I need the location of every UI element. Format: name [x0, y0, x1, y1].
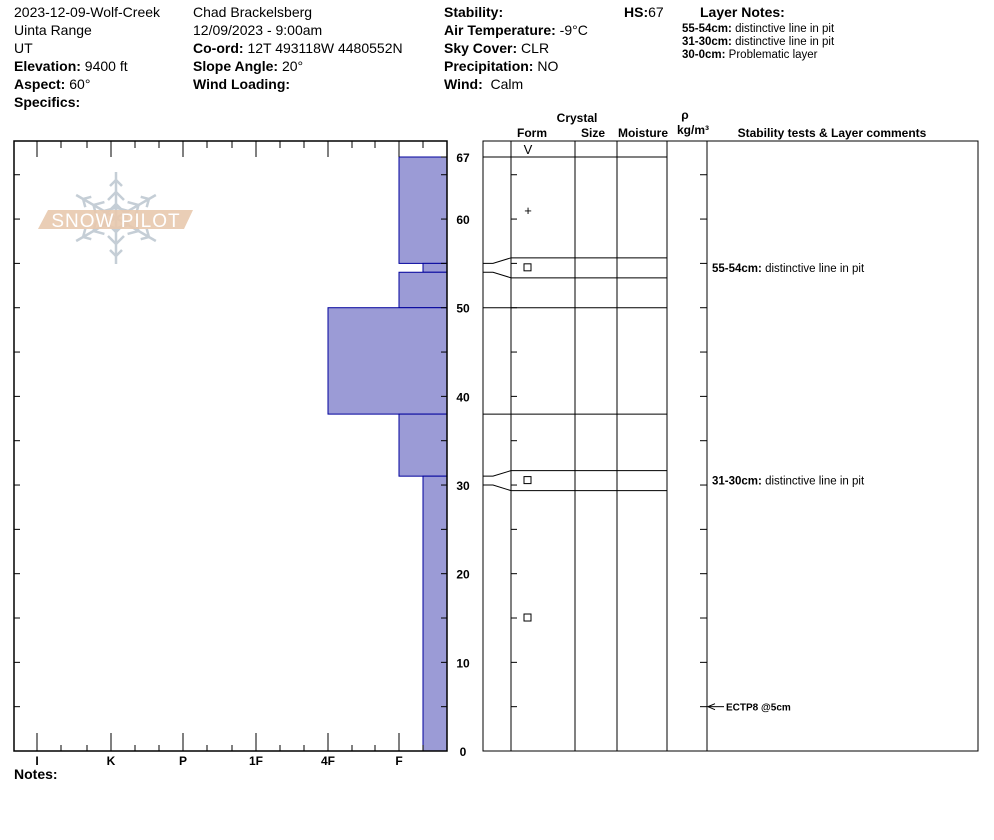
range: Uinta Range — [14, 22, 92, 38]
layer-note: 30-0cm: Problematic layer — [682, 49, 818, 61]
hardness-layer-bar — [398, 271, 448, 309]
header-moisture: Moisture — [618, 126, 668, 140]
header-density-unit: kg/m³ — [677, 123, 709, 137]
depth-tick-label: 60 — [456, 213, 470, 227]
faceted-crystals-icon — [523, 476, 532, 485]
arrow-head-icon — [706, 703, 716, 711]
faceted-crystals-icon — [523, 613, 532, 622]
hardness-plot-frame — [13, 140, 448, 752]
hardness-tick-label: 1F — [249, 754, 263, 768]
arm-branch — [107, 190, 125, 201]
precipitation-particles-icon: + — [524, 203, 532, 218]
header-form: Form — [517, 126, 547, 140]
hardness-layer-bar — [422, 262, 448, 273]
wind: Wind: Calm — [444, 76, 524, 92]
logo-band — [38, 210, 193, 229]
hardness-layer-bar — [422, 475, 448, 752]
depth-tick-label: 0 — [460, 745, 467, 759]
elevation: Elevation: 9400 ft — [14, 58, 128, 74]
aspect: Aspect: 60° — [14, 76, 91, 92]
wind-loading: Wind Loading: — [193, 76, 291, 92]
hardness-tick-label: K — [107, 754, 116, 768]
snowpilot-logo: SNOW PILOT — [38, 172, 193, 264]
depth-tick-label: 10 — [456, 656, 470, 670]
depth-tick-label: 50 — [456, 302, 470, 316]
depth-tick-label: 40 — [456, 390, 470, 404]
hardness-layer-bar — [398, 413, 448, 477]
depth-tick-label: 67 — [456, 151, 470, 165]
depth-tick-label: 20 — [456, 568, 470, 582]
coordinates: Co-ord: 12T 493118W 4480552N — [193, 40, 403, 56]
arm-branch — [109, 249, 123, 258]
hardness-tick-label: 4F — [321, 754, 335, 768]
arm-branch — [140, 228, 151, 241]
arm-branch — [140, 195, 151, 208]
header-comments: Stability tests & Layer comments — [738, 126, 927, 140]
layer-note: 31-30cm: distinctive line in pit — [682, 36, 835, 48]
arm-branch — [81, 228, 92, 241]
observer: Chad Brackelsberg — [193, 4, 313, 20]
layer-table-frame — [482, 140, 979, 752]
sky-cover: Sky Cover: CLR — [444, 40, 550, 56]
layer-boundary-connector — [483, 484, 667, 492]
hardness-layer-bar — [398, 156, 448, 264]
header-size: Size — [581, 126, 605, 140]
stability: Stability: — [444, 4, 504, 20]
state: UT — [14, 40, 33, 56]
layer-comment: 31-30cm: distinctive line in pit — [712, 476, 865, 488]
air-temperature: Air Temperature: -9°C — [444, 22, 588, 38]
layer-notes-title: Layer Notes: — [700, 4, 785, 20]
stability-test-label: ECTP8 @5cm — [726, 703, 791, 714]
surface-hoar-icon: V — [524, 142, 533, 157]
depth-tick-label: 30 — [456, 479, 470, 493]
hardness-tick-label: P — [179, 754, 187, 768]
layer-boundary-connector — [483, 470, 667, 477]
layer-note: 55-54cm: distinctive line in pit — [682, 23, 835, 35]
arm-branch — [107, 235, 125, 246]
layer-boundary-connector — [483, 257, 667, 264]
snow-height: HS:67 — [624, 4, 664, 20]
layer-comment: 55-54cm: distinctive line in pit — [712, 263, 865, 275]
datetime: 12/09/2023 - 9:00am — [193, 22, 323, 38]
specifics: Specifics: — [14, 94, 81, 110]
pit-name: 2023-12-09-Wolf-Creek — [14, 4, 161, 20]
faceted-crystals-icon — [523, 263, 532, 272]
arm-branch — [109, 178, 123, 187]
header-crystal: Crystal — [557, 111, 598, 125]
layer-boundary-connector — [483, 271, 667, 279]
slope-angle: Slope Angle: 20° — [193, 58, 304, 74]
header-rho: ρ — [681, 108, 688, 122]
logo-text: SNOW PILOT — [51, 211, 180, 232]
precipitation: Precipitation: NO — [444, 58, 559, 74]
hardness-tick-label: F — [395, 754, 402, 768]
hardness-layer-bar — [327, 307, 448, 415]
notes-label: Notes: — [14, 766, 58, 782]
hardness-tick-label: I — [35, 754, 38, 768]
arm-branch — [81, 195, 92, 208]
